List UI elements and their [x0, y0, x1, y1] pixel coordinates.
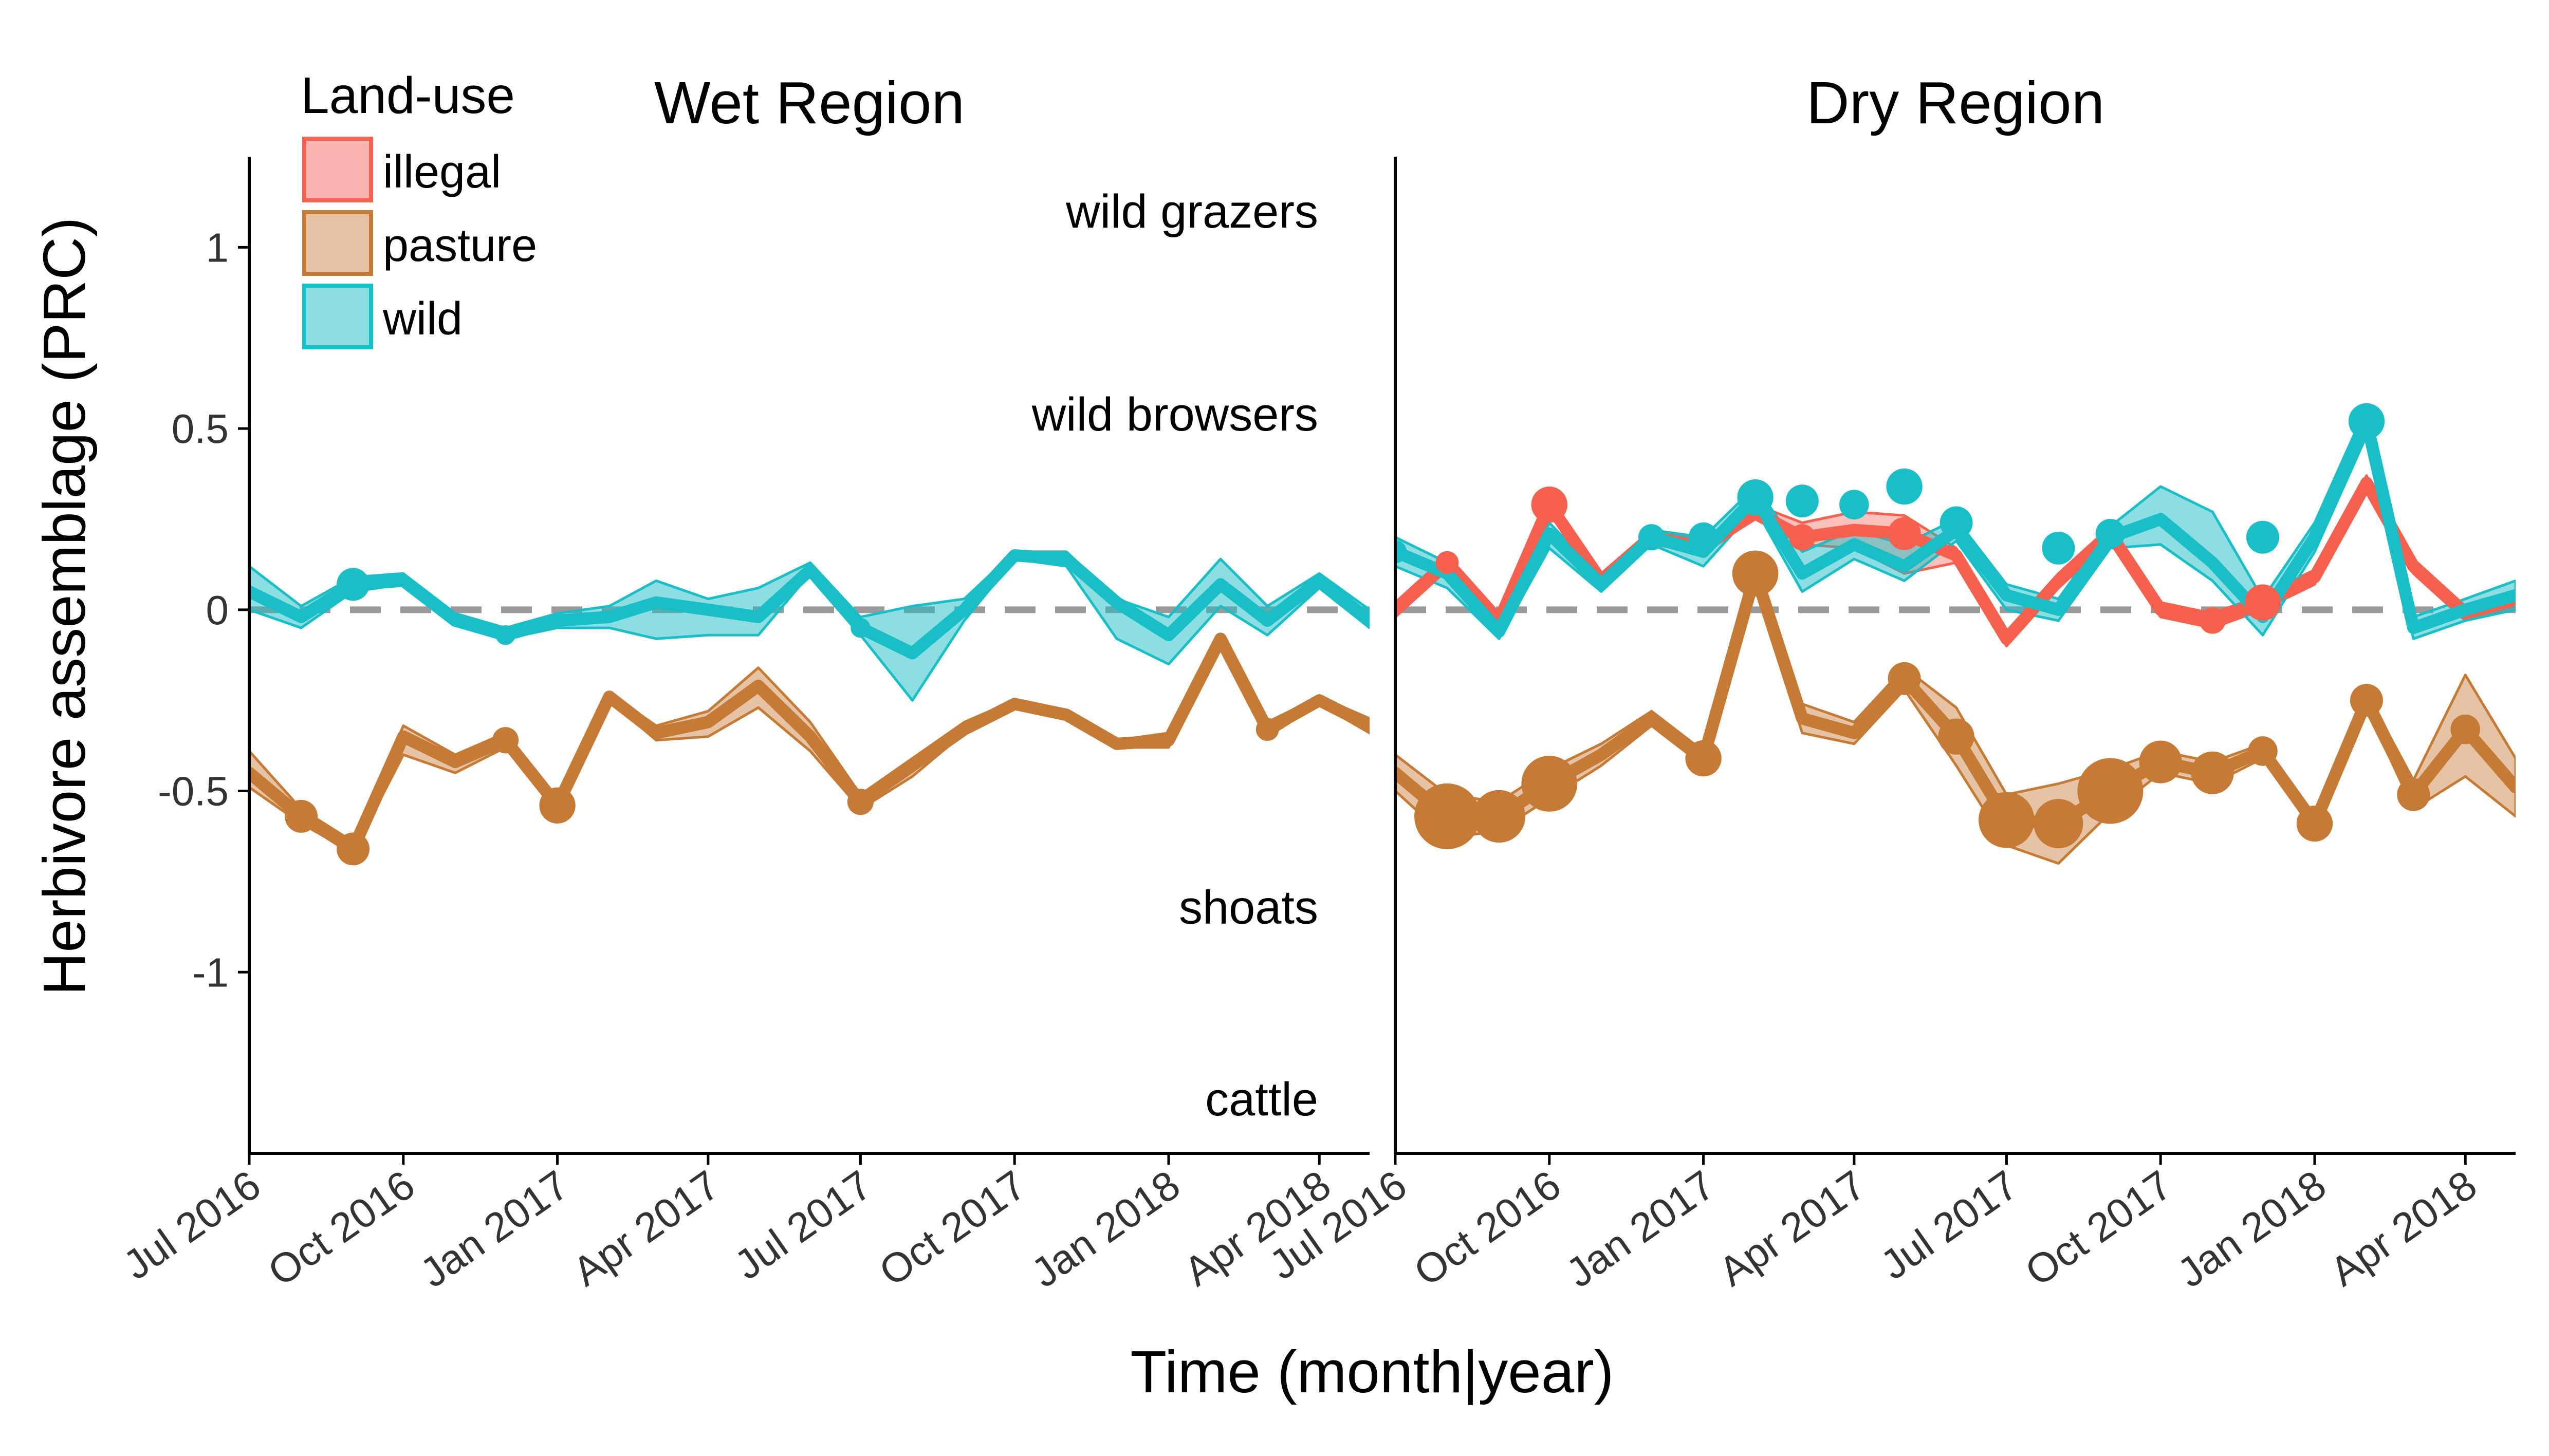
point-pasture [539, 787, 576, 824]
series-line-wild [249, 549, 1370, 660]
plot-area [249, 549, 1370, 866]
point-pasture [1472, 790, 1526, 843]
x-tick-label: Oct 2017 [871, 1162, 1034, 1295]
legend-key-pasture [302, 210, 373, 276]
point-wild [1886, 468, 1923, 505]
legend-label-pasture: pasture [383, 220, 537, 271]
plot-area [1395, 403, 2516, 865]
point-pasture [2077, 758, 2144, 824]
point-wild [851, 618, 871, 638]
x-tick-label: Oct 2017 [2017, 1162, 2180, 1295]
y-tick-label: 0.5 [172, 406, 229, 452]
legend-key-illegal [302, 137, 373, 202]
point-pasture [1414, 783, 1481, 849]
point-illegal [2199, 607, 2226, 634]
point-illegal [1789, 524, 1816, 551]
point-pasture [2350, 684, 2383, 717]
point-pasture [1978, 792, 2035, 848]
legend: Land-use illegal pasture wild [301, 67, 537, 349]
x-axis-label: Time (month|year) [1130, 1338, 1614, 1405]
annotation-label: wild browsers [1031, 388, 1318, 441]
point-wild [1688, 522, 1719, 552]
x-tick-label: Jul 2017 [1872, 1162, 2026, 1288]
annotation-label: shoats [1179, 881, 1318, 934]
series-line-pasture [249, 632, 1370, 855]
point-illegal [1435, 551, 1459, 574]
point-wild [1638, 524, 1665, 551]
point-wild [1737, 479, 1774, 516]
point-pasture [1732, 550, 1779, 597]
point-illegal [2244, 584, 2281, 621]
x-tick-label: Jan 2017 [1558, 1162, 1723, 1296]
x-tick-label: Jan 2017 [412, 1162, 577, 1296]
x-tick-label: Apr 2018 [2322, 1162, 2485, 1295]
point-wild [1940, 506, 1973, 539]
x-tick-label: Jan 2018 [2169, 1162, 2334, 1296]
x-tick-label: Jan 2018 [1023, 1162, 1188, 1296]
x-tick-label: Apr 2017 [565, 1162, 728, 1295]
point-wild [495, 625, 515, 645]
point-illegal [1531, 487, 1567, 523]
legend-label-illegal: illegal [383, 146, 501, 198]
x-tick-label: Jul 2016 [115, 1162, 269, 1288]
annotation-label: wild grazers [1065, 185, 1318, 238]
point-wild [2348, 403, 2385, 440]
panel-title: Dry Region [1806, 69, 2104, 136]
y-tick-label: -1 [192, 949, 229, 995]
y-tick-label: -0.5 [158, 769, 229, 814]
panel-title: Wet Region [654, 69, 965, 136]
point-pasture [1888, 662, 1921, 695]
point-pasture [2191, 751, 2234, 794]
annotation-label: cattle [1205, 1073, 1318, 1126]
point-wild [2246, 520, 2279, 554]
point-wild [337, 568, 370, 601]
ribbon-wild [249, 550, 1370, 702]
y-tick-label: 1 [206, 225, 229, 270]
x-tick-label: Apr 2017 [1711, 1162, 1874, 1295]
point-wild [1785, 484, 1819, 518]
point-pasture [1938, 718, 1974, 755]
point-pasture [2397, 778, 2430, 811]
point-pasture [1521, 756, 1578, 812]
point-wild [2042, 531, 2075, 565]
point-wild [1395, 540, 1407, 564]
point-pasture [2139, 740, 2182, 783]
point-pasture [2034, 799, 2083, 849]
point-pasture [2248, 736, 2278, 766]
point-pasture [2296, 805, 2333, 842]
point-illegal [1888, 517, 1921, 550]
x-tick-label: Jul 2017 [726, 1162, 880, 1288]
point-pasture [492, 727, 519, 754]
legend-label-wild: wild [382, 293, 463, 345]
y-tick-label: 0 [206, 587, 229, 633]
point-pasture [847, 789, 874, 815]
point-wild [2095, 518, 2126, 549]
x-tick-label: Oct 2016 [260, 1162, 423, 1295]
point-wild [1839, 490, 1869, 520]
x-tick-label: Oct 2016 [1406, 1162, 1569, 1295]
point-pasture [2450, 714, 2481, 744]
point-pasture [1255, 718, 1279, 741]
point-pasture [337, 832, 370, 866]
legend-title: Land-use [301, 67, 515, 124]
legend-key-wild [302, 284, 373, 349]
series-line-illegal [1395, 476, 2516, 645]
point-pasture [285, 799, 318, 833]
point-pasture [1685, 740, 1722, 777]
y-axis-label: Herbivore assemblage (PRC) [31, 217, 98, 996]
